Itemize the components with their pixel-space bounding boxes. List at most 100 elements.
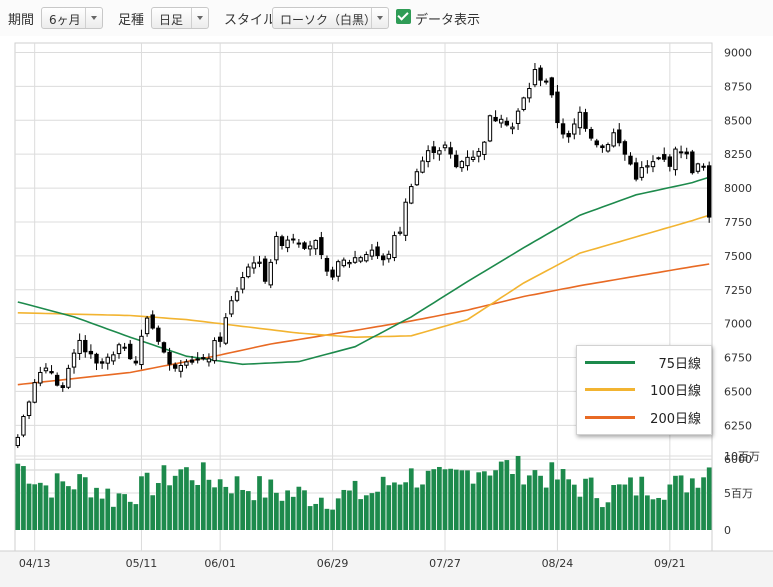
volume-bar	[184, 467, 189, 530]
volume-bar	[605, 502, 611, 530]
volume-bar	[656, 497, 661, 530]
date-tick-label: 06/01	[204, 557, 236, 570]
volume-bar	[420, 484, 425, 530]
price-tick-label: 7500	[724, 250, 752, 263]
volume-bar	[330, 509, 335, 530]
candle-up	[701, 165, 706, 168]
volume-bar	[498, 461, 504, 530]
volume-bar	[223, 486, 229, 530]
candle-down	[330, 269, 335, 278]
candle-up	[212, 340, 217, 362]
volume-bar	[560, 469, 566, 530]
volume-bar	[178, 469, 184, 530]
candle-up	[240, 277, 245, 290]
candle-down	[566, 133, 571, 138]
volume-bar	[26, 483, 32, 530]
candle-up	[341, 259, 347, 267]
volume-bar	[324, 508, 330, 530]
candle-down	[201, 357, 206, 360]
candle-up	[364, 254, 369, 262]
candle-down	[560, 123, 566, 135]
volume-bar	[363, 495, 369, 530]
volume-bar	[437, 466, 442, 530]
volume-bar	[701, 477, 706, 530]
candle-down	[189, 359, 195, 363]
volume-bar	[167, 485, 172, 530]
period-select[interactable]: 6ヶ月	[41, 7, 103, 29]
candle-up	[639, 167, 644, 178]
candle-down	[296, 242, 302, 245]
interval-select-value: 日足	[159, 13, 184, 27]
period-select-value: 6ヶ月	[49, 13, 81, 27]
chevron-down-icon	[191, 8, 208, 28]
interval-select[interactable]: 日足	[151, 7, 209, 29]
candle-up	[442, 144, 448, 149]
candle-up	[695, 163, 701, 172]
volume-bar	[526, 475, 532, 530]
date-tick-label: 08/24	[542, 557, 574, 570]
legend-item-ma75: 75日線	[585, 352, 709, 372]
candle-up	[510, 126, 515, 130]
legend-label-ma200: 200日線	[650, 412, 701, 427]
legend-item-ma100: 100日線	[585, 379, 709, 399]
volume-bar	[476, 472, 482, 530]
candle-up	[369, 249, 375, 257]
candle-down	[431, 146, 436, 153]
candle-up	[352, 257, 358, 263]
data-display-checkbox[interactable]	[396, 9, 411, 24]
volume-bar	[172, 475, 178, 530]
style-select[interactable]: ローソク（白黒）	[272, 7, 389, 29]
candle-up	[274, 235, 279, 261]
volume-bar	[161, 465, 167, 530]
volume-bar	[99, 498, 105, 530]
volume-bar	[566, 479, 572, 530]
candle-up	[392, 235, 397, 259]
volume-bar	[111, 506, 116, 530]
candle-down	[319, 237, 324, 256]
volume-bar	[425, 470, 431, 530]
legend-label-ma100: 100日線	[650, 384, 701, 399]
candle-up	[111, 354, 116, 362]
volume-bar	[262, 497, 268, 530]
candle-up	[178, 365, 184, 372]
style-select-value: ローソク（白黒）	[280, 13, 377, 27]
candle-up	[611, 132, 616, 147]
volume-bar	[600, 507, 605, 530]
candle-up	[206, 358, 212, 363]
volume-bar	[594, 498, 600, 530]
volume-bar	[392, 482, 397, 530]
volume-bar	[678, 475, 684, 530]
date-tick-label: 06/29	[317, 557, 349, 570]
candle-up	[409, 186, 414, 204]
candle-up	[527, 88, 532, 99]
data-display-label[interactable]: データ表示	[415, 13, 481, 28]
candle-down	[690, 151, 695, 174]
candle-up	[487, 115, 493, 142]
volume-bar	[257, 476, 262, 530]
candle-up	[184, 361, 189, 366]
volume-bar	[279, 500, 285, 530]
candle-down	[99, 361, 105, 364]
candle-down	[588, 129, 594, 139]
candle-down	[83, 339, 88, 353]
volume-bar	[37, 482, 43, 530]
volume-bar	[313, 503, 319, 530]
legend-label-ma75: 75日線	[658, 357, 701, 372]
candle-up	[437, 150, 442, 155]
volume-tick-label: 0	[724, 524, 731, 537]
candle-down	[543, 80, 549, 83]
candle-up	[15, 436, 20, 447]
candle-down	[54, 374, 60, 386]
volume-bar	[689, 478, 695, 530]
volume-bar	[307, 506, 313, 530]
volume-bar	[32, 484, 38, 530]
candle-down	[133, 360, 139, 364]
candle-up	[577, 111, 583, 129]
price-tick-label: 7750	[724, 216, 752, 229]
candle-down	[262, 258, 268, 282]
chevron-down-icon	[371, 8, 388, 28]
volume-bar	[268, 479, 274, 530]
volume-bar	[543, 487, 549, 530]
price-tick-label: 7000	[724, 318, 752, 331]
volume-bar	[650, 499, 656, 530]
